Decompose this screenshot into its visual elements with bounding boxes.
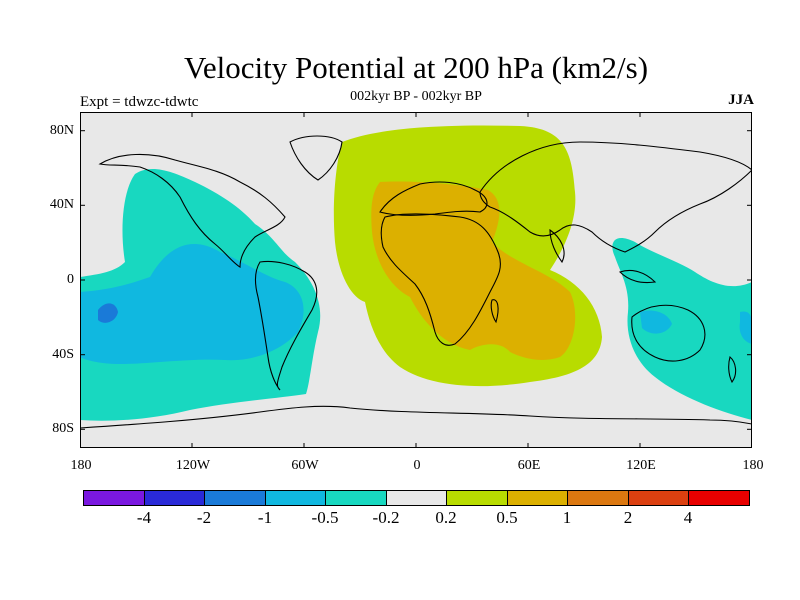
map-subtitle: 002kyr BP - 002kyr BP bbox=[350, 89, 482, 104]
south-america-coast bbox=[255, 260, 318, 391]
negative-spot-east bbox=[739, 311, 752, 344]
colorbar-segment bbox=[386, 491, 448, 505]
lon-label-180e: 180 bbox=[742, 458, 764, 473]
lat-label-0: 0 bbox=[67, 272, 74, 287]
asia-coast bbox=[479, 141, 752, 253]
lat-label-40n: 40N bbox=[49, 197, 74, 212]
africa-coast bbox=[380, 213, 501, 346]
colorbar-segment bbox=[568, 491, 629, 505]
colorbar-segment bbox=[205, 491, 266, 505]
colorbar-segment bbox=[628, 491, 690, 505]
colorbar-label: -0.2 bbox=[372, 508, 400, 527]
lat-label-80n: 80N bbox=[49, 123, 74, 138]
new-zealand-coast bbox=[728, 356, 737, 384]
season-label: JJA bbox=[728, 92, 754, 108]
lon-label-60e: 60E bbox=[517, 458, 541, 473]
colorbar-label: 0.5 bbox=[496, 508, 518, 527]
colorbar bbox=[83, 490, 750, 506]
map-panel bbox=[80, 112, 752, 448]
map-title: Velocity Potential at 200 hPa (km2/s) bbox=[183, 50, 649, 85]
lat-label-40s: 40S bbox=[52, 347, 74, 362]
madagascar-coast bbox=[490, 299, 499, 324]
lon-label-0: 0 bbox=[413, 458, 421, 473]
greenland-coast bbox=[289, 135, 343, 181]
colorbar-segment bbox=[507, 491, 569, 505]
colorbar-segment bbox=[265, 491, 327, 505]
experiment-label: Expt = tdwzc-tdwtc bbox=[80, 94, 199, 110]
strong-negative-region bbox=[80, 244, 304, 364]
antarctica-coast bbox=[80, 405, 752, 429]
colorbar-label: 4 bbox=[683, 508, 693, 527]
colorbar-label: 0.2 bbox=[435, 508, 457, 527]
lon-label-120w: 120W bbox=[175, 458, 211, 473]
lon-label-60w: 60W bbox=[291, 458, 319, 473]
strong-positive-region bbox=[371, 181, 576, 360]
colorbar-segment bbox=[84, 491, 145, 505]
colorbar-label: 1 bbox=[562, 508, 572, 527]
coastlines bbox=[80, 135, 752, 429]
colorbar-segment bbox=[326, 491, 387, 505]
north-america-coast bbox=[98, 153, 286, 268]
colorbar-segment bbox=[144, 491, 206, 505]
colorbar-label: -2 bbox=[196, 508, 212, 527]
lon-label-180w: 180 bbox=[70, 458, 92, 473]
colorbar-label: -0.5 bbox=[311, 508, 339, 527]
colorbar-label: 2 bbox=[623, 508, 633, 527]
negative-region-east bbox=[612, 237, 752, 420]
colorbar-label: -1 bbox=[257, 508, 273, 527]
lat-label-80s: 80S bbox=[52, 421, 74, 436]
colorbar-segment bbox=[689, 491, 750, 505]
australia-coast bbox=[631, 304, 706, 362]
colorbar-label: -4 bbox=[136, 508, 152, 527]
lon-label-120e: 120E bbox=[626, 458, 656, 473]
indonesia-coast bbox=[618, 269, 657, 284]
india-coast bbox=[549, 228, 565, 264]
colorbar-segment bbox=[447, 491, 508, 505]
negative-spot-australia bbox=[640, 310, 672, 334]
strong-negative-spot bbox=[98, 303, 118, 323]
axis-ticks bbox=[80, 112, 752, 448]
